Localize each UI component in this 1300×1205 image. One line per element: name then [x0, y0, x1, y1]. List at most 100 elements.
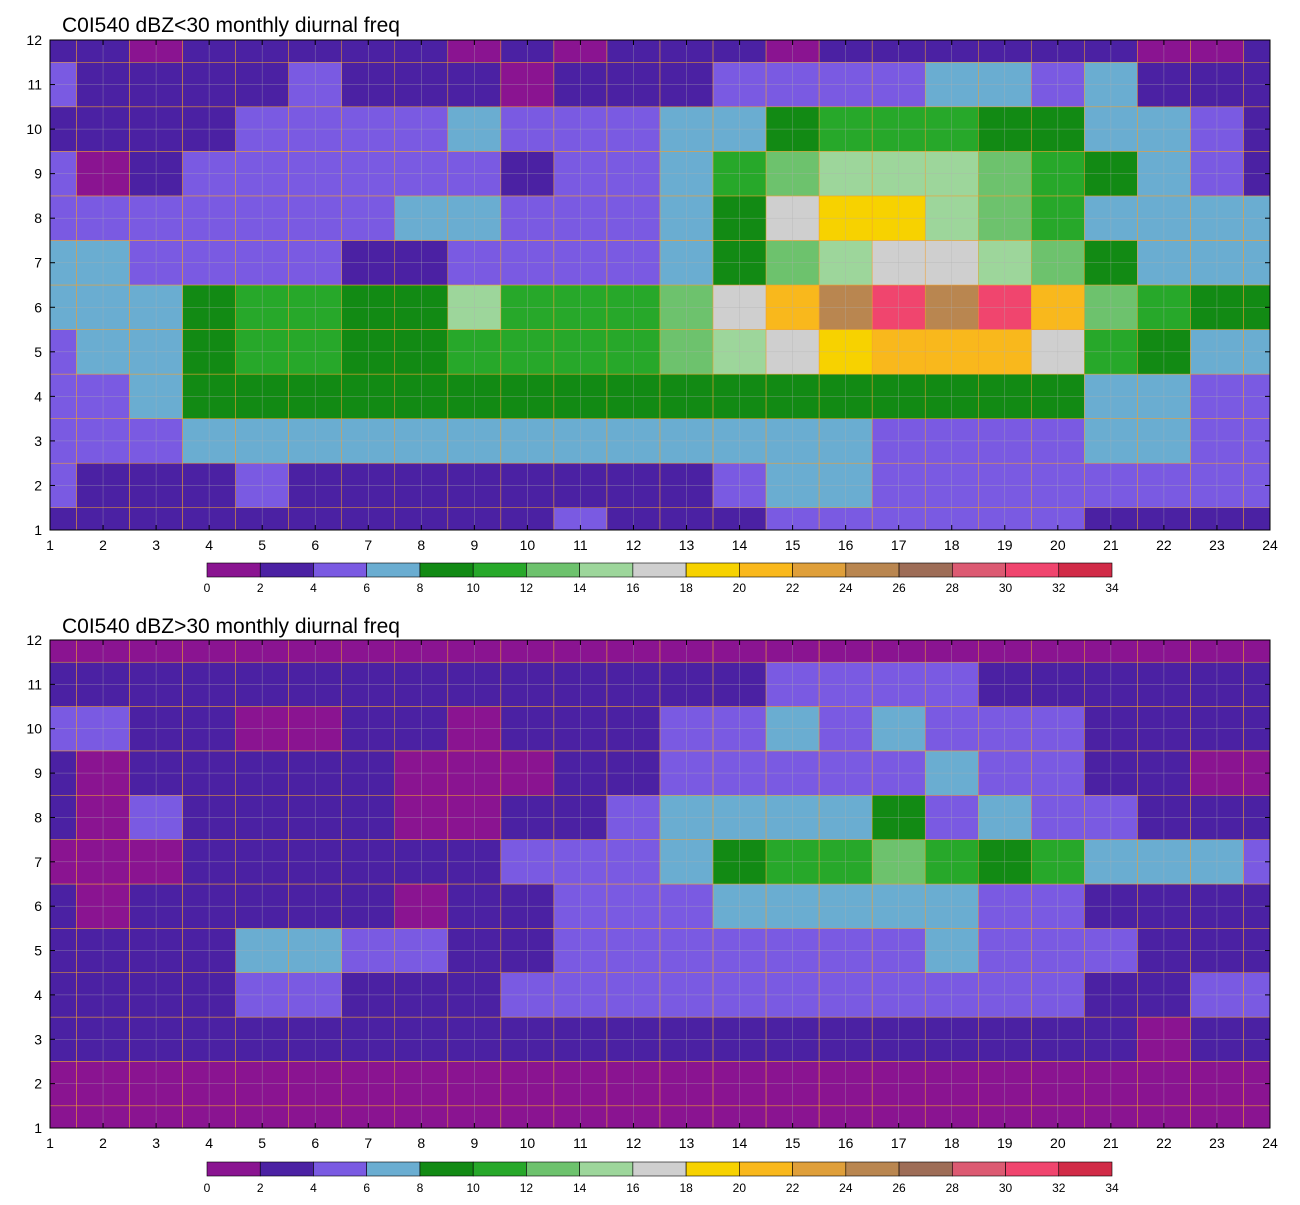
- x-tick-label: 24: [1262, 1135, 1278, 1151]
- colorbar-tick-label: 34: [1105, 581, 1119, 595]
- x-tick-label: 13: [679, 537, 695, 553]
- colorbar-tick-label: 4: [310, 1181, 317, 1195]
- colorbar-tick-label: 0: [204, 581, 211, 595]
- colorbar-tick-label: 16: [626, 1181, 640, 1195]
- x-tick-label: 15: [785, 537, 801, 553]
- x-tick-label: 20: [1050, 1135, 1066, 1151]
- colorbar-tick-label: 24: [839, 581, 853, 595]
- x-tick-label: 8: [417, 537, 425, 553]
- colorbar-swatch: [792, 562, 847, 578]
- colorbar-tick-label: 10: [466, 581, 480, 595]
- colorbar-swatch: [259, 562, 314, 578]
- x-tick-label: 5: [258, 537, 266, 553]
- x-tick-label: 9: [470, 537, 478, 553]
- colorbar-tick-label: 28: [946, 1181, 960, 1195]
- colorbar-swatch: [206, 1161, 261, 1177]
- colorbar-swatch: [1005, 562, 1060, 578]
- colorbar-swatch: [259, 1161, 314, 1177]
- colorbar-tick-label: 18: [679, 581, 693, 595]
- y-tick-label: 4: [34, 388, 42, 404]
- x-tick-label: 10: [520, 537, 536, 553]
- colorbar-swatch: [1058, 562, 1113, 578]
- chart-1-title: C0I540 dBZ<30 monthly diurnal freq: [62, 14, 400, 37]
- y-tick-label: 1: [34, 1120, 42, 1136]
- x-tick-label: 2: [99, 1135, 107, 1151]
- chart-2-grid: [49, 639, 1271, 1129]
- colorbar-swatch: [313, 562, 368, 578]
- x-tick-label: 5: [258, 1135, 266, 1151]
- colorbar-swatch: [366, 562, 421, 578]
- colorbar-swatch: [366, 1161, 421, 1177]
- colorbar-swatch: [1005, 1161, 1060, 1177]
- x-tick-label: 20: [1050, 537, 1066, 553]
- colorbar-tick-label: 28: [946, 581, 960, 595]
- y-tick-label: 5: [34, 943, 42, 959]
- y-tick-label: 6: [34, 299, 42, 315]
- y-tick-label: 12: [26, 632, 42, 648]
- x-tick-label: 19: [997, 1135, 1013, 1151]
- colorbar-tick-label: 26: [892, 1181, 906, 1195]
- x-tick-label: 4: [205, 537, 213, 553]
- y-tick-label: 8: [34, 809, 42, 825]
- colorbar-swatch: [313, 1161, 368, 1177]
- colorbar-tick-label: 20: [733, 1181, 747, 1195]
- x-tick-label: 10: [520, 1135, 536, 1151]
- colorbar-tick-label: 22: [786, 1181, 800, 1195]
- y-tick-label: 10: [26, 721, 42, 737]
- heatmap-cell: [49, 507, 77, 531]
- y-tick-label: 3: [34, 433, 42, 449]
- chart-2-heatmap: [49, 639, 1271, 1129]
- colorbar-tick-label: 14: [573, 1181, 587, 1195]
- colorbar-tick-label: 6: [363, 581, 370, 595]
- y-tick-label: 9: [34, 765, 42, 781]
- colorbar-swatch: [845, 562, 900, 578]
- colorbar-swatch: [579, 1161, 634, 1177]
- colorbar-tick-label: 8: [417, 581, 424, 595]
- colorbar-tick-label: 30: [999, 1181, 1013, 1195]
- chart-1-x-axis: 1 2 3 4 5 6 7 8 9 10 11 12 13 14 15 16 17 18 19 20 21 22 23 24: [46, 40, 1278, 553]
- y-tick-label: 10: [26, 121, 42, 137]
- colorbar-tick-label: 30: [999, 581, 1013, 595]
- colorbar-tick-label: 12: [520, 1181, 534, 1195]
- y-tick-label: 7: [34, 854, 42, 870]
- x-tick-label: 22: [1156, 1135, 1172, 1151]
- x-tick-label: 1: [46, 1135, 54, 1151]
- colorbar-tick-label: 8: [417, 1181, 424, 1195]
- x-tick-label: 16: [838, 1135, 854, 1151]
- y-tick-label: 7: [34, 255, 42, 271]
- y-tick-label: 11: [27, 77, 42, 93]
- colorbar-swatch: [472, 1161, 527, 1177]
- colorbar-tick-label: 14: [573, 581, 587, 595]
- x-tick-label: 17: [891, 1135, 907, 1151]
- colorbar-swatch: [526, 562, 580, 578]
- x-tick-label: 3: [152, 1135, 160, 1151]
- chart-2-colorbar: 0 2 4 6 8 10 12 14 16 18 20 22 24 26 28 30 32 34: [204, 1161, 1119, 1195]
- x-tick-label: 6: [311, 537, 319, 553]
- colorbar-tick-label: 6: [363, 1181, 370, 1195]
- x-tick-label: 12: [626, 537, 642, 553]
- x-tick-label: 4: [205, 1135, 213, 1151]
- x-tick-label: 12: [626, 1135, 642, 1151]
- colorbar-tick-label: 4: [310, 581, 317, 595]
- x-tick-label: 22: [1156, 537, 1172, 553]
- colorbar-swatch: [632, 1161, 687, 1177]
- y-tick-label: 9: [34, 166, 42, 182]
- x-tick-label: 6: [311, 1135, 319, 1151]
- colorbar-tick-label: 20: [733, 581, 747, 595]
- colorbar-swatch: [792, 1161, 847, 1177]
- colorbar-swatch: [1058, 1161, 1113, 1177]
- y-tick-label: 2: [34, 477, 42, 493]
- heatmap-cell: [1243, 639, 1271, 663]
- colorbar-swatch: [845, 1161, 900, 1177]
- x-tick-label: 11: [573, 537, 588, 553]
- heatmap-cell: [49, 39, 77, 63]
- colorbar-swatch: [526, 1161, 580, 1177]
- colorbar-tick-label: 10: [466, 1181, 480, 1195]
- heatmap-cell: [49, 639, 77, 663]
- x-tick-label: 18: [944, 1135, 960, 1151]
- chart-1-colorbar: 0 2 4 6 8 10 12 14 16 18 20 22 24 26 28 30 32 34: [204, 562, 1119, 595]
